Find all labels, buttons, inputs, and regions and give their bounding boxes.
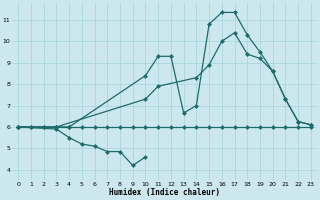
X-axis label: Humidex (Indice chaleur): Humidex (Indice chaleur): [109, 188, 220, 197]
